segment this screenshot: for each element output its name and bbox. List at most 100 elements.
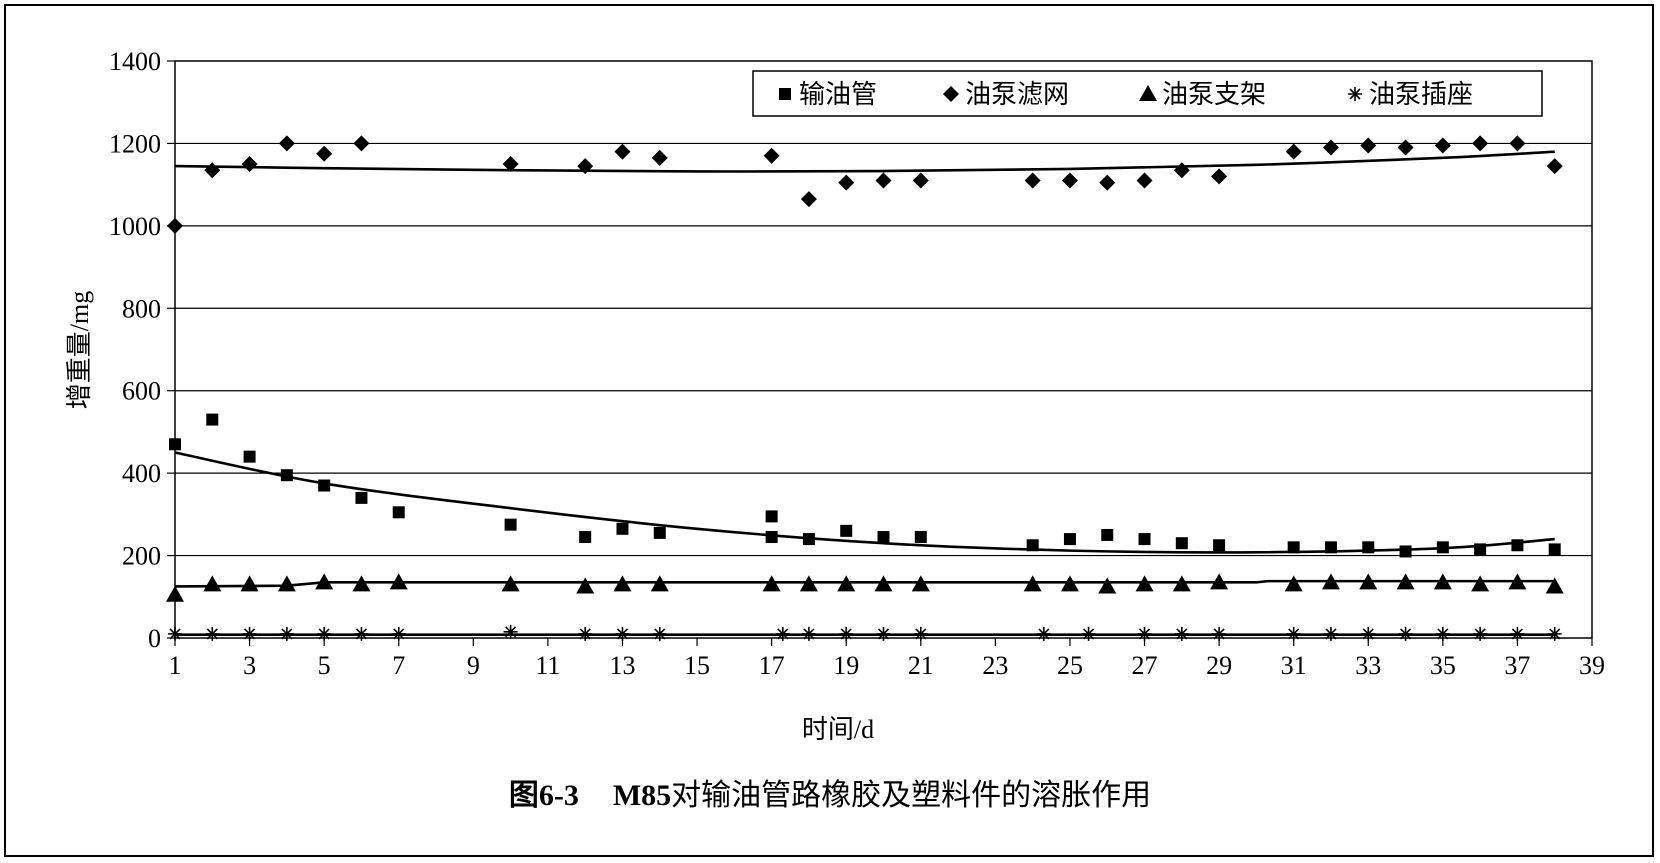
data-point-series-2	[1397, 139, 1414, 156]
x-tick-label: 15	[684, 651, 710, 680]
data-point-series-4	[391, 626, 406, 641]
data-point-series-4	[913, 626, 928, 641]
data-point-series-3	[315, 573, 334, 590]
y-tick-label: 400	[122, 459, 161, 488]
legend-marker-4	[1348, 87, 1362, 101]
data-point-series-2	[502, 156, 519, 173]
data-point-series-4	[1286, 626, 1301, 641]
x-tick-label: 9	[467, 651, 480, 680]
data-point-series-1	[579, 531, 592, 544]
data-point-series-3	[1321, 573, 1340, 590]
data-point-series-4	[1323, 626, 1338, 641]
data-point-series-2	[838, 174, 855, 191]
data-point-series-4	[615, 626, 630, 641]
data-point-series-4	[1212, 626, 1227, 641]
trend-lines	[174, 150, 1555, 637]
x-tick-label: 13	[609, 651, 635, 680]
x-tick-label: 7	[392, 651, 405, 680]
data-point-series-2	[278, 135, 295, 152]
data-point-series-3	[911, 575, 930, 592]
data-point-series-1	[1474, 543, 1487, 556]
data-point-series-4	[839, 626, 854, 641]
data-point-series-1	[1436, 541, 1449, 554]
data-point-series-1	[206, 413, 219, 426]
x-tick-label: 35	[1430, 651, 1456, 680]
data-point-series-3	[277, 575, 296, 592]
data-point-series-3	[1023, 575, 1042, 592]
data-point-series-2	[1061, 172, 1078, 189]
y-tick-label: 1000	[109, 212, 161, 241]
data-point-series-1	[765, 531, 778, 544]
data-point-series-3	[1508, 573, 1527, 590]
data-point-series-2	[577, 158, 594, 175]
data-point-series-2	[1546, 158, 1563, 175]
figure-caption: 图6-3 M85对输油管路橡胶及塑料件的溶胀作用	[0, 770, 1660, 814]
data-point-series-4	[205, 626, 220, 641]
data-point-series-4	[354, 626, 369, 641]
data-point-series-2	[1136, 172, 1153, 189]
legend-label-3: 油泵支架	[1162, 80, 1266, 109]
x-tick-label: 37	[1504, 651, 1530, 680]
y-tick-label: 200	[122, 542, 161, 571]
data-point-series-2	[1322, 139, 1339, 156]
data-point-series-3	[762, 575, 781, 592]
y-tick-label: 0	[148, 624, 161, 653]
data-point-series-2	[875, 172, 892, 189]
data-point-series-3	[1060, 575, 1079, 592]
data-point-series-2	[912, 172, 929, 189]
x-tick-label: 19	[833, 651, 859, 680]
data-point-series-3	[1284, 575, 1303, 592]
legend-label-2: 油泵滤网	[965, 80, 1069, 109]
x-tick-label: 11	[535, 651, 560, 680]
data-point-series-3	[613, 575, 632, 592]
data-point-series-1	[1287, 541, 1300, 554]
data-point-series-1	[1063, 533, 1076, 546]
data-point-series-2	[651, 149, 668, 166]
data-point-series-1	[355, 491, 368, 504]
data-point-series-3	[1433, 573, 1452, 590]
data-point-series-3	[799, 575, 818, 592]
data-point-series-2	[316, 145, 333, 162]
data-point-series-4	[279, 626, 294, 641]
legend-marker-3	[1139, 85, 1157, 101]
data-point-series-1	[877, 531, 890, 544]
x-tick-label: 33	[1355, 651, 1381, 680]
x-axis-ticks: 1 3 5 7 9 11 13 15 17 19 21 23 25 27 29 31 33 35 37 39	[169, 638, 1605, 680]
data-point-series-3	[1172, 575, 1191, 592]
x-tick-label: 25	[1057, 651, 1083, 680]
data-point-series-3	[240, 575, 259, 592]
x-tick-label: 29	[1206, 651, 1232, 680]
data-point-series-2	[1285, 143, 1302, 160]
data-point-series-3	[1098, 577, 1117, 594]
data-point-series-2	[1099, 174, 1116, 191]
data-point-series-1	[802, 533, 815, 546]
data-point-series-1	[504, 518, 517, 531]
data-point-series-2	[241, 156, 258, 173]
data-point-series-3	[203, 575, 222, 592]
data-point-series-4	[1036, 626, 1051, 641]
data-point-series-4	[801, 626, 816, 641]
data-point-series-3	[1210, 573, 1229, 590]
x-tick-label: 5	[318, 651, 331, 680]
y-axis-label: 增重量/mg	[65, 291, 94, 409]
figure-number: 图6-3	[508, 779, 579, 812]
data-point-series-2	[1024, 172, 1041, 189]
x-tick-label: 31	[1281, 651, 1307, 680]
y-tick-label: 1200	[109, 129, 161, 158]
data-point-series-4	[578, 626, 593, 641]
data-point-series-3	[166, 585, 184, 602]
grid	[175, 142, 1592, 557]
data-point-series-4	[1361, 626, 1376, 641]
trend-line-1	[174, 451, 1555, 554]
x-axis-label: 时间/d	[802, 715, 874, 744]
data-point-series-1	[1511, 539, 1524, 552]
legend: 输油管 油泵滤网 油泵支架 油泵插座	[779, 80, 1473, 109]
data-point-series-2	[763, 147, 780, 164]
data-point-series-2	[167, 217, 183, 234]
data-point-series-2	[353, 135, 370, 152]
data-point-series-1	[243, 450, 256, 463]
data-point-series-1	[1362, 541, 1375, 554]
data-point-series-1	[318, 479, 331, 492]
x-tick-label: 1	[169, 651, 182, 680]
x-tick-label: 39	[1579, 651, 1605, 680]
